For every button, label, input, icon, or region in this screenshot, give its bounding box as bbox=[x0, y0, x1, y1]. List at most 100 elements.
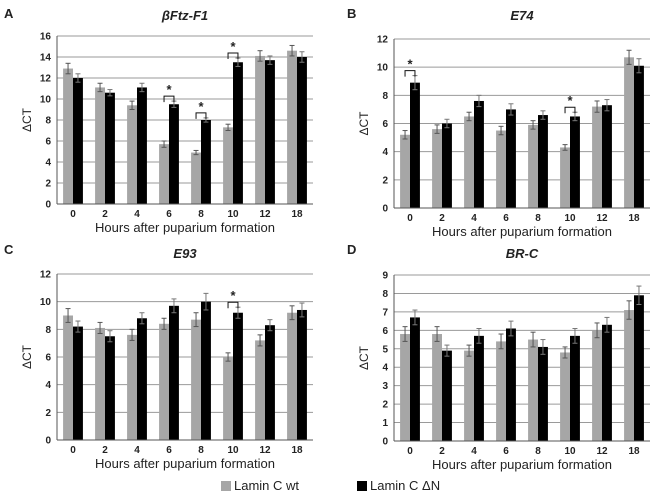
bar bbox=[169, 305, 179, 440]
y-tick-label: 2 bbox=[382, 400, 388, 411]
legend-swatch-dn bbox=[357, 480, 367, 491]
y-tick-label: 4 bbox=[45, 158, 51, 169]
bar bbox=[528, 124, 538, 208]
significance-bracket bbox=[195, 112, 207, 119]
bar bbox=[127, 105, 137, 204]
bar bbox=[400, 134, 410, 208]
x-tick-label: 2 bbox=[102, 209, 108, 220]
y-tick-label: 6 bbox=[382, 326, 388, 337]
y-tick-label: 2 bbox=[382, 175, 388, 186]
significance-bracket bbox=[564, 106, 576, 114]
significance-star: * bbox=[230, 39, 236, 54]
bar bbox=[297, 57, 307, 204]
chart-panel-b: 0 2 4 6 8 10 12 0 2 4 6 8 10 12 18 * * ΔCT Hours after pup… bbox=[347, 6, 650, 239]
bar bbox=[624, 57, 634, 208]
significance-star: * bbox=[230, 288, 236, 303]
y-tick-label: 0 bbox=[45, 200, 51, 211]
x-axis-label: Hours after puparium formation bbox=[432, 224, 612, 239]
y-tick-label: 6 bbox=[45, 353, 51, 364]
y-tick-label: 5 bbox=[382, 344, 388, 355]
x-axis-label: Hours after puparium formation bbox=[95, 456, 275, 471]
bar bbox=[624, 310, 634, 441]
bar bbox=[137, 318, 147, 440]
x-tick-label: 6 bbox=[166, 445, 172, 456]
significance-bracket bbox=[227, 301, 239, 309]
y-tick-label: 0 bbox=[45, 436, 51, 447]
x-tick-label: 6 bbox=[503, 446, 509, 457]
bar bbox=[95, 87, 105, 204]
bar bbox=[127, 334, 137, 440]
y-tick-label: 0 bbox=[382, 437, 388, 448]
bar bbox=[223, 127, 233, 204]
panel-letter: B bbox=[347, 6, 356, 21]
panel-letter: D bbox=[347, 242, 356, 257]
y-tick-label: 3 bbox=[382, 381, 388, 392]
y-tick-label: 4 bbox=[382, 147, 388, 158]
bar bbox=[442, 123, 452, 208]
y-tick-label: 14 bbox=[40, 53, 52, 64]
bar bbox=[506, 328, 516, 441]
bar bbox=[201, 301, 211, 440]
y-tick-label: 4 bbox=[382, 363, 388, 374]
bar bbox=[410, 317, 420, 441]
x-tick-label: 12 bbox=[596, 213, 608, 224]
x-tick-label: 0 bbox=[407, 446, 413, 457]
y-tick-label: 8 bbox=[382, 91, 388, 102]
bar bbox=[602, 105, 612, 208]
y-axis-label: ΔCT bbox=[20, 107, 34, 132]
bar bbox=[474, 335, 484, 441]
x-tick-label: 6 bbox=[503, 213, 509, 224]
x-tick-label: 10 bbox=[227, 445, 239, 456]
bar bbox=[73, 78, 83, 204]
y-tick-label: 16 bbox=[40, 32, 52, 43]
bar bbox=[287, 50, 297, 205]
bar bbox=[159, 323, 169, 440]
bar bbox=[634, 295, 644, 441]
x-tick-label: 2 bbox=[439, 213, 445, 224]
y-tick-label: 10 bbox=[40, 95, 52, 106]
x-tick-label: 8 bbox=[198, 445, 204, 456]
chart-title: E74 bbox=[510, 8, 534, 23]
y-tick-label: 12 bbox=[40, 74, 52, 85]
bar bbox=[592, 330, 602, 441]
bar bbox=[496, 341, 506, 441]
y-tick-label: 10 bbox=[40, 297, 52, 308]
x-tick-label: 10 bbox=[227, 209, 239, 220]
y-tick-label: 2 bbox=[45, 408, 51, 419]
x-tick-label: 18 bbox=[291, 209, 303, 220]
bar bbox=[634, 65, 644, 208]
bar bbox=[159, 144, 169, 204]
bar bbox=[201, 120, 211, 204]
bar bbox=[105, 336, 115, 440]
bar bbox=[570, 335, 580, 441]
x-tick-label: 18 bbox=[291, 445, 303, 456]
bar bbox=[602, 324, 612, 441]
bar bbox=[560, 147, 570, 208]
bar bbox=[570, 116, 580, 208]
chart-title: E93 bbox=[173, 246, 197, 261]
x-tick-label: 12 bbox=[259, 445, 271, 456]
x-tick-label: 18 bbox=[628, 446, 640, 457]
significance-star: * bbox=[166, 82, 172, 97]
x-tick-label: 12 bbox=[596, 446, 608, 457]
chart-panel-a: 0 2 4 6 8 10 12 14 16 0 2 4 6 8 10 12 18 * * * ΔCT Hours afte… bbox=[4, 6, 313, 235]
x-tick-label: 2 bbox=[439, 446, 445, 457]
bar bbox=[592, 106, 602, 208]
y-tick-label: 2 bbox=[45, 179, 51, 190]
x-tick-label: 2 bbox=[102, 445, 108, 456]
x-tick-label: 0 bbox=[407, 213, 413, 224]
bar bbox=[297, 309, 307, 440]
y-tick-label: 0 bbox=[382, 204, 388, 215]
x-tick-label: 6 bbox=[166, 209, 172, 220]
bar bbox=[169, 104, 179, 204]
y-tick-label: 12 bbox=[377, 35, 389, 46]
bar bbox=[265, 60, 275, 205]
bar bbox=[464, 350, 474, 441]
x-tick-label: 12 bbox=[259, 209, 271, 220]
bar bbox=[233, 62, 243, 204]
bar bbox=[255, 55, 265, 205]
y-tick-label: 7 bbox=[382, 307, 388, 318]
legend-swatch-wt bbox=[221, 480, 231, 491]
x-tick-label: 4 bbox=[471, 446, 477, 457]
